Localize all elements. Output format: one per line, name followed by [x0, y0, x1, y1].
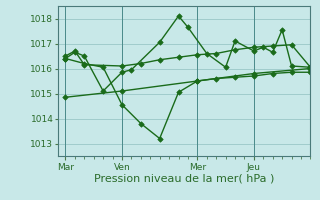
X-axis label: Pression niveau de la mer( hPa ): Pression niveau de la mer( hPa ): [94, 173, 274, 183]
